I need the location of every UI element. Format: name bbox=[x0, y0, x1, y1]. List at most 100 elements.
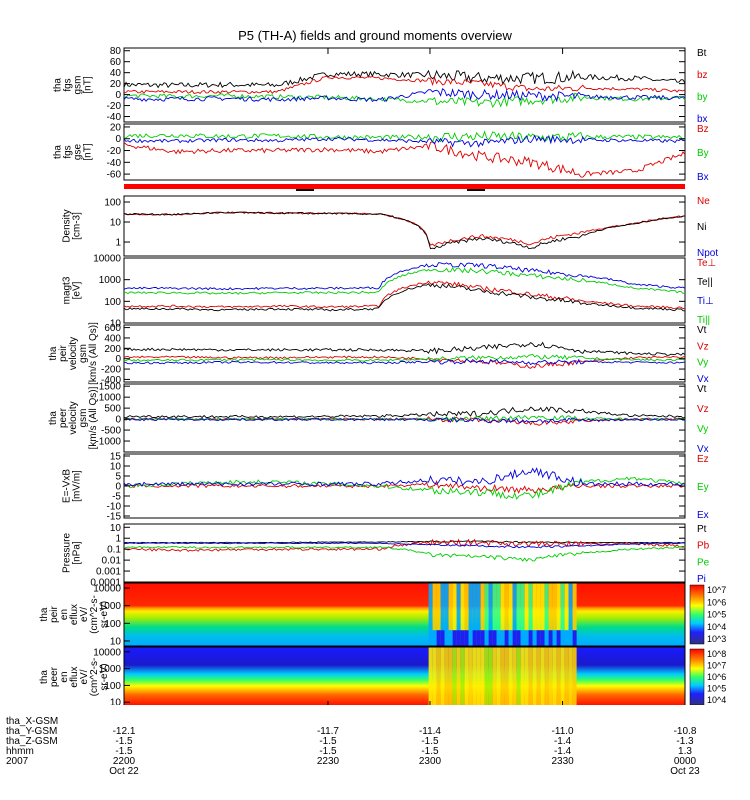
legend-ni: Ni bbox=[697, 222, 706, 233]
mode-bar bbox=[124, 184, 685, 189]
legend-ti: Ti|| bbox=[697, 315, 710, 326]
ephemeris-value: 0000 bbox=[673, 756, 697, 767]
colorbar-tick-label: 10^5 bbox=[707, 610, 726, 620]
spectrogram-cell bbox=[484, 583, 489, 631]
y-tick-label: -10 bbox=[107, 502, 122, 513]
spectrogram-cell bbox=[548, 583, 553, 631]
ephemeris-value: 2200 bbox=[112, 756, 136, 767]
spectrogram-cell bbox=[568, 630, 573, 646]
spectrogram-cell bbox=[432, 630, 437, 646]
y-axis-label: tha bbox=[53, 78, 64, 92]
y-tick-label: -1000 bbox=[95, 437, 121, 448]
spectrogram-cell bbox=[488, 630, 493, 646]
spectrogram-cell bbox=[436, 583, 441, 631]
spectrogram-cell bbox=[552, 630, 557, 646]
legend-vx: Vx bbox=[697, 374, 709, 385]
y-axis-label: [nPa] bbox=[72, 541, 83, 565]
legend-te: Te⊥ bbox=[697, 258, 716, 269]
spectrogram-cell bbox=[472, 630, 477, 646]
spectrogram-cell bbox=[516, 647, 521, 705]
spectrogram-cell bbox=[572, 583, 577, 631]
y-tick-label: 10 bbox=[110, 698, 122, 705]
spectrogram-cell bbox=[536, 647, 541, 705]
y-axis-label: tha bbox=[48, 346, 59, 360]
spectrogram-cell bbox=[428, 583, 433, 631]
eph-label-year: 2007 bbox=[6, 756, 29, 767]
y-tick-label: 0 bbox=[115, 415, 121, 426]
ephemeris-value: -1.5 bbox=[421, 746, 439, 757]
spectrogram-cell bbox=[496, 647, 501, 705]
y-tick-label: 500 bbox=[104, 404, 121, 415]
series-ti-line bbox=[123, 266, 686, 295]
y-tick-label: 1500 bbox=[99, 382, 122, 393]
legend-bz: bz bbox=[697, 70, 708, 81]
y-tick-label: 15 bbox=[110, 452, 122, 463]
y-axis-label: sr-eV) bbox=[99, 601, 110, 628]
eph-label-z: tha_Z-GSM bbox=[6, 736, 58, 747]
y-tick-label: 10 bbox=[110, 523, 122, 534]
panel-frame bbox=[123, 324, 686, 383]
y-tick-label: 60 bbox=[110, 57, 122, 68]
spectrogram-cell bbox=[468, 630, 473, 646]
legend-vx: Vx bbox=[697, 444, 709, 455]
y-axis-label: [nT] bbox=[83, 143, 94, 160]
ephemeris-value: Oct 23 bbox=[670, 766, 700, 777]
legend-ey: Ey bbox=[697, 482, 709, 493]
spectrogram-cell bbox=[428, 647, 433, 705]
legend-pb: Pb bbox=[697, 541, 710, 552]
spectrogram-cell bbox=[480, 630, 485, 646]
y-tick-label: 1 bbox=[115, 534, 121, 545]
spectrogram-cell bbox=[464, 583, 469, 631]
colorbar-tick-label: 10^8 bbox=[707, 649, 726, 659]
legend-npot: Npot bbox=[697, 248, 718, 259]
spectrogram-cell bbox=[568, 647, 573, 705]
heatmap-frame bbox=[123, 646, 686, 705]
spectrogram-cell bbox=[548, 630, 553, 646]
y-axis-label: E=-VxB bbox=[62, 469, 73, 504]
legend-ne: Ne bbox=[697, 196, 710, 207]
spectrogram-cell bbox=[568, 583, 573, 631]
ephemeris-value: -1.3 bbox=[676, 736, 694, 747]
colorbar-tick-label: 10^4 bbox=[707, 695, 726, 705]
spectrogram-cell bbox=[476, 630, 481, 646]
y-axis-label: (cm^2-s- bbox=[89, 595, 100, 634]
series-ex-line bbox=[123, 467, 686, 487]
y-axis-label: gsm bbox=[73, 76, 84, 95]
spectrogram-cell bbox=[532, 630, 537, 646]
y-tick-label: 1000 bbox=[99, 664, 122, 675]
spectrogram-cell bbox=[508, 647, 513, 705]
spectrogram-cell bbox=[444, 630, 449, 646]
y-tick-label: 100 bbox=[104, 619, 121, 630]
series-vt-line bbox=[123, 341, 686, 356]
spectrogram-cell bbox=[440, 630, 445, 646]
legend-vt: Vt bbox=[697, 325, 707, 336]
ephemeris-value: -12.1 bbox=[112, 726, 136, 737]
y-tick-label: 1000 bbox=[99, 275, 122, 286]
series-pt-line bbox=[123, 540, 686, 544]
y-axis-label: eV/ bbox=[79, 607, 90, 622]
spectrogram-cell bbox=[484, 630, 489, 646]
y-axis-label: eflux bbox=[69, 666, 80, 687]
spectrogram-cell bbox=[500, 583, 505, 631]
spectrogram-cell bbox=[500, 647, 505, 705]
spectrogram-cell bbox=[460, 630, 465, 646]
spectrogram-cell bbox=[572, 630, 577, 646]
spectrogram-cell bbox=[492, 647, 497, 705]
spectrogram-cell bbox=[440, 647, 445, 705]
series-ti-line bbox=[123, 262, 686, 291]
legend-bx: Bx bbox=[697, 172, 709, 183]
spectrogram-cell bbox=[436, 647, 441, 705]
y-tick-label: 0 bbox=[115, 354, 121, 365]
y-axis-label: en bbox=[59, 609, 70, 620]
heatmap-frame bbox=[123, 582, 686, 647]
panel-frame bbox=[123, 453, 686, 519]
spectrogram-cell bbox=[528, 630, 533, 646]
y-axis-label: tha bbox=[48, 411, 59, 425]
y-tick-label: 20 bbox=[110, 79, 122, 90]
spectrogram-cell bbox=[552, 647, 557, 705]
panel-frame bbox=[123, 123, 686, 181]
legend-vz: Vz bbox=[697, 404, 709, 415]
legend-pt: Pt bbox=[697, 524, 707, 535]
series-ey-line bbox=[123, 476, 686, 500]
